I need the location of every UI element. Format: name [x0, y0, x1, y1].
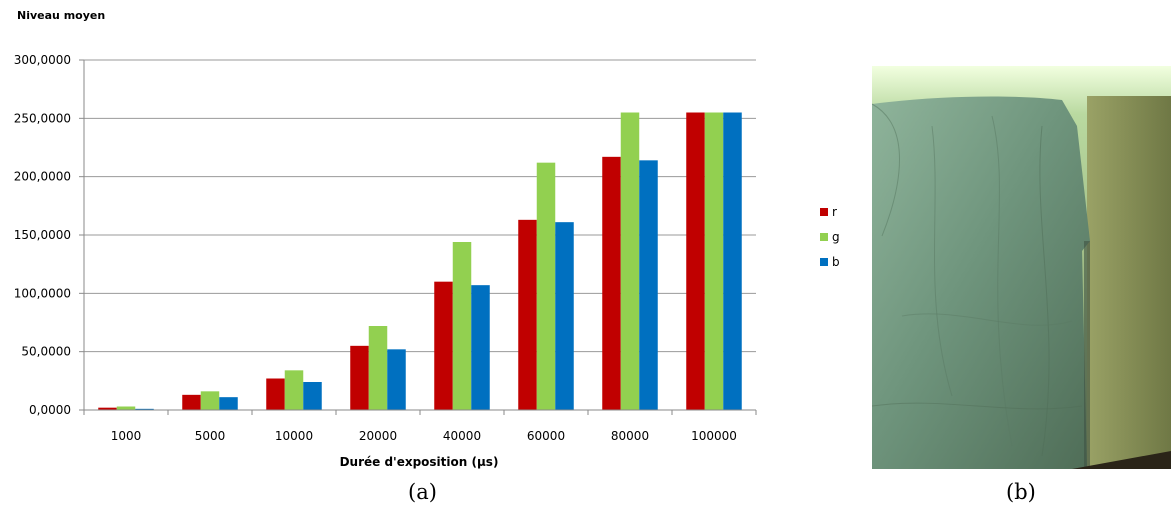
bar-g-40000 — [452, 242, 472, 410]
bar-b-60000 — [555, 222, 574, 410]
bar-b-5000 — [219, 397, 238, 410]
y-axis-title: Niveau moyen — [17, 9, 106, 22]
bar-g-5000 — [200, 391, 220, 410]
bar-b-10000 — [303, 382, 322, 410]
bar-chart: 0,0000 50,0000 100,0000 150,0000 200,0000 250… — [14, 53, 840, 469]
y-tick-label: 300,0000 — [14, 53, 71, 67]
bar-r-40000 — [434, 281, 453, 410]
bars — [98, 112, 742, 410]
x-tick-labels: 1000 5000 10000 20000 40000 60000 80000 100000 — [83, 410, 757, 443]
legend-label-g: g — [832, 230, 840, 244]
x-axis-title: Durée d'exposition (µs) — [340, 455, 499, 469]
draped-cloth-photo — [872, 66, 1171, 469]
x-tick-label: 100000 — [691, 429, 737, 443]
bar-r-10000 — [266, 378, 285, 410]
bar-g-1000 — [116, 406, 136, 410]
bar-b-20000 — [387, 349, 406, 410]
y-tick-label: 200,0000 — [14, 170, 71, 184]
y-tick-label: 100,0000 — [14, 286, 71, 300]
bar-b-40000 — [471, 285, 490, 410]
bar-r-20000 — [350, 345, 369, 410]
y-tick-labels: 0,0000 50,0000 100,0000 150,0000 200,0000 250… — [14, 53, 84, 417]
bar-g-100000 — [704, 112, 724, 410]
x-tick-label: 80000 — [611, 429, 649, 443]
bar-b-100000 — [723, 112, 742, 410]
legend-label-b: b — [832, 255, 840, 269]
x-tick-label: 5000 — [195, 429, 226, 443]
x-tick-label: 40000 — [443, 429, 481, 443]
legend-swatch-g — [820, 233, 828, 241]
legend-swatch-b — [820, 258, 828, 266]
legend-swatch-r — [820, 208, 828, 216]
bar-r-100000 — [686, 112, 705, 410]
y-tick-label: 0,0000 — [29, 403, 71, 417]
bar-b-1000 — [135, 408, 154, 410]
y-tick-label: 50,0000 — [21, 345, 71, 359]
bar-r-60000 — [518, 219, 537, 410]
bar-g-80000 — [620, 112, 640, 410]
x-tick-label: 20000 — [359, 429, 397, 443]
bar-g-60000 — [536, 162, 556, 410]
y-tick-label: 150,0000 — [14, 228, 71, 242]
legend-label-r: r — [832, 205, 837, 219]
x-tick-label: 60000 — [527, 429, 565, 443]
bar-g-20000 — [368, 326, 388, 410]
caption-a: (a) — [408, 480, 437, 504]
bar-r-80000 — [602, 156, 621, 410]
x-tick-label: 10000 — [275, 429, 313, 443]
caption-b: (b) — [1006, 480, 1036, 504]
y-tick-label: 250,0000 — [14, 111, 71, 125]
bar-g-10000 — [284, 370, 304, 410]
bar-r-1000 — [98, 407, 117, 410]
bar-r-5000 — [182, 394, 201, 410]
bar-b-80000 — [639, 160, 658, 410]
x-tick-label: 1000 — [111, 429, 142, 443]
legend: rgb — [820, 205, 840, 269]
